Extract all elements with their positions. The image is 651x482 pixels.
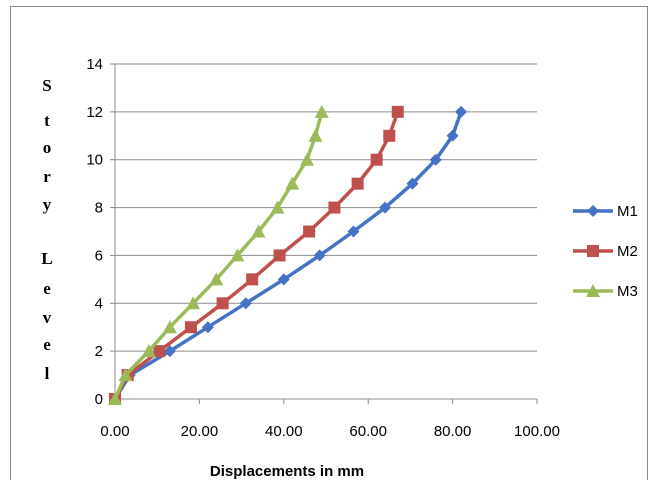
data-point-m1 bbox=[406, 177, 419, 190]
data-point-m2 bbox=[370, 153, 383, 166]
x-tick-labels: 0.00 20.00 40.00 60.00 80.00 100.00 bbox=[100, 399, 560, 440]
data-point-m3 bbox=[186, 296, 201, 310]
y-axis-label-letter: r bbox=[43, 167, 51, 186]
data-point-m2 bbox=[303, 225, 316, 238]
y-axis-label-letter: t bbox=[44, 111, 50, 130]
x-tick-label-20.00: 20.00 bbox=[181, 423, 219, 440]
x-tick-label-80.00: 80.00 bbox=[434, 423, 472, 440]
legend-marker-m1 bbox=[587, 205, 599, 217]
data-point-m3 bbox=[230, 248, 245, 262]
legend-item-m2: M2 bbox=[573, 243, 638, 260]
data-point-m1 bbox=[429, 153, 442, 166]
data-point-m3 bbox=[118, 368, 133, 382]
data-point-m1 bbox=[446, 129, 459, 142]
data-point-m1 bbox=[379, 201, 392, 214]
data-point-m3 bbox=[285, 176, 300, 190]
legend-item-m3: M3 bbox=[573, 283, 638, 300]
data-point-m3 bbox=[270, 200, 285, 214]
legend-label-m3: M3 bbox=[617, 283, 638, 300]
data-point-m3 bbox=[308, 128, 323, 142]
data-point-m2 bbox=[328, 201, 341, 214]
y-tick-label-6: 6 bbox=[95, 247, 103, 264]
y-axis-label-letter: e bbox=[43, 279, 51, 298]
y-tick-label-2: 2 bbox=[95, 343, 103, 360]
data-point-m2 bbox=[216, 297, 229, 310]
data-point-m3 bbox=[314, 104, 329, 118]
y-axis-label-letter: S bbox=[42, 76, 51, 95]
data-point-m2 bbox=[273, 249, 286, 262]
data-point-m3 bbox=[209, 272, 224, 286]
data-point-m1 bbox=[347, 225, 360, 238]
story-displacement-chart: 0 2 4 6 8 10 12 14 0.00 20.00 40.00 60.00 80.00 100.… bbox=[41, 56, 638, 480]
y-tick-label-8: 8 bbox=[95, 200, 103, 217]
y-tick-label-0: 0 bbox=[95, 391, 103, 408]
data-point-m1 bbox=[239, 297, 252, 310]
y-tick-labels: 0 2 4 6 8 10 12 14 bbox=[86, 56, 115, 408]
x-tick-label-40.00: 40.00 bbox=[265, 423, 303, 440]
legend-label-m1: M1 bbox=[617, 203, 638, 220]
y-tick-label-14: 14 bbox=[86, 56, 103, 73]
series-lines bbox=[108, 104, 468, 405]
data-point-m3 bbox=[251, 224, 266, 238]
legend-marker-m2 bbox=[587, 245, 599, 257]
y-axis-label-letter: v bbox=[43, 308, 52, 327]
y-axis-label-letter: e bbox=[43, 335, 51, 354]
data-point-m1 bbox=[163, 345, 176, 358]
data-point-m2 bbox=[383, 129, 396, 142]
data-point-m2 bbox=[153, 345, 166, 358]
legend: M1 M2 M3 bbox=[573, 203, 638, 300]
data-point-m2 bbox=[351, 177, 364, 190]
series-m3 bbox=[108, 104, 329, 405]
y-axis-label-letter: l bbox=[45, 364, 50, 383]
data-point-m3 bbox=[141, 344, 156, 358]
x-tick-label-60.00: 60.00 bbox=[349, 423, 387, 440]
legend-label-m2: M2 bbox=[617, 243, 638, 260]
data-point-m2 bbox=[391, 105, 404, 118]
y-tick-label-10: 10 bbox=[86, 152, 103, 169]
x-tick-label-100.00: 100.00 bbox=[514, 423, 560, 440]
x-tick-label-0.00: 0.00 bbox=[100, 423, 129, 440]
data-point-m3 bbox=[300, 152, 315, 166]
legend-item-m1: M1 bbox=[573, 203, 638, 220]
y-tick-label-12: 12 bbox=[86, 104, 103, 121]
y-tick-label-4: 4 bbox=[95, 295, 103, 312]
chart-area: 0 2 4 6 8 10 12 14 0.00 20.00 40.00 60.00 80.00 100.… bbox=[10, 6, 648, 480]
data-point-m1 bbox=[277, 273, 290, 286]
data-point-m1 bbox=[455, 105, 468, 118]
legend-marker-m3 bbox=[586, 284, 600, 297]
y-axis-label-letter: L bbox=[41, 249, 52, 268]
data-point-m3 bbox=[108, 392, 122, 405]
y-axis-label-letter: y bbox=[43, 195, 52, 214]
data-point-m2 bbox=[246, 273, 259, 286]
y-axis-label-letter: o bbox=[43, 138, 52, 157]
axes bbox=[114, 64, 537, 400]
data-point-m2 bbox=[184, 321, 197, 334]
x-axis-label: Displacements in mm bbox=[210, 463, 364, 480]
data-point-m1 bbox=[201, 321, 214, 334]
gridlines bbox=[115, 63, 537, 352]
data-point-m3 bbox=[162, 320, 177, 334]
data-point-m1 bbox=[313, 249, 326, 262]
